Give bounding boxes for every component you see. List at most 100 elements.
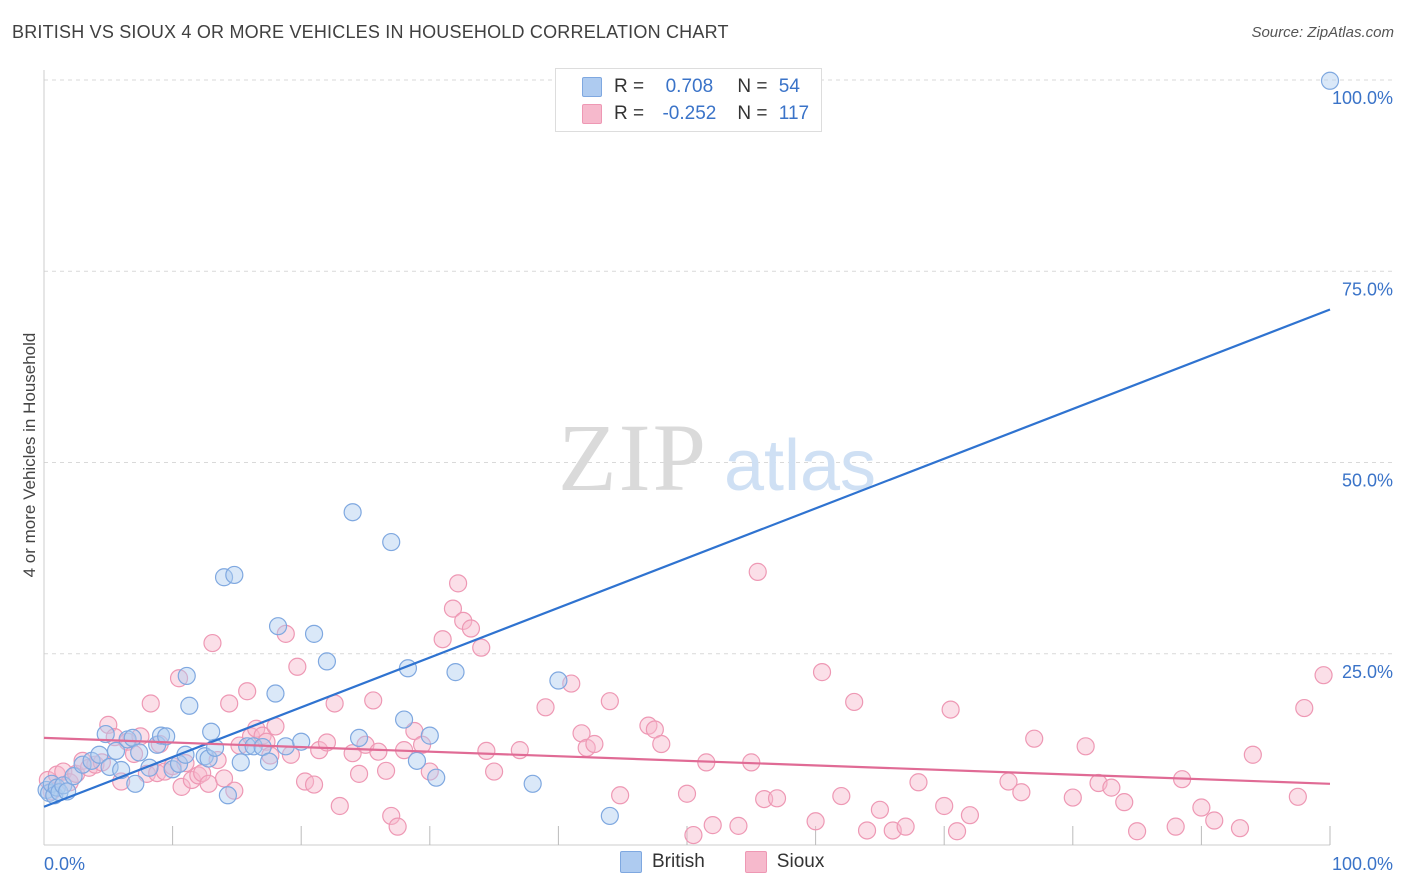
sioux-point <box>611 786 630 805</box>
legend-item-british[interactable]: British <box>620 851 705 873</box>
sioux-point <box>1166 817 1185 836</box>
british-point <box>157 727 176 746</box>
british-point <box>523 774 542 793</box>
british-n-label: N = <box>737 76 768 97</box>
british-point <box>407 751 427 770</box>
sioux-point <box>304 775 324 794</box>
x-tick-label: 0.0% <box>44 854 85 874</box>
axes <box>43 70 1331 846</box>
sioux-point <box>832 786 851 806</box>
watermark-atlas: atlas <box>724 426 876 506</box>
british-point <box>420 726 439 745</box>
british-point <box>446 663 465 682</box>
legend-row-british: R = 0.708 N = 54 <box>556 74 800 100</box>
sioux-point <box>412 735 432 754</box>
sioux-n-value: 117 <box>778 103 810 124</box>
sioux-point <box>684 825 703 845</box>
watermark-zip: ZIP <box>558 404 708 511</box>
sioux-point <box>472 638 491 657</box>
british-point <box>126 774 145 793</box>
sioux-point <box>376 761 396 780</box>
sioux-point <box>214 769 234 788</box>
sioux-point <box>448 574 468 593</box>
sioux-point <box>600 692 619 711</box>
x-tick-label: 100.0% <box>1332 854 1393 874</box>
sioux-point <box>199 774 218 793</box>
sioux-point <box>935 796 954 816</box>
british-point <box>130 743 149 762</box>
british-point <box>268 617 288 636</box>
british-swatch <box>582 77 602 97</box>
watermark: ZIP atlas <box>558 404 876 511</box>
sioux-point <box>755 789 774 809</box>
sioux-point <box>1102 778 1121 797</box>
british-point <box>259 752 279 771</box>
british-trend-line <box>43 308 1331 808</box>
sioux-point <box>536 698 555 717</box>
british-legend-label: British <box>652 851 705 872</box>
british-point <box>382 532 401 552</box>
sioux-point <box>1205 811 1224 830</box>
series-legend: British Sioux <box>620 851 864 873</box>
sioux-r-value: -0.252 <box>662 103 717 124</box>
sioux-point <box>317 733 337 752</box>
sioux-point <box>485 762 504 781</box>
sioux-point <box>845 692 864 712</box>
sioux-point <box>1314 666 1333 685</box>
british-point <box>151 726 171 745</box>
sioux-point <box>1025 729 1044 748</box>
sioux-point <box>225 781 244 800</box>
british-point <box>202 722 221 741</box>
sioux-point <box>1012 783 1031 802</box>
sioux-point <box>960 806 980 825</box>
sioux-point <box>454 611 473 630</box>
y-tick-label: 50.0% <box>1342 471 1393 491</box>
sioux-point <box>677 784 697 803</box>
british-point <box>549 671 568 690</box>
sioux-point <box>141 694 160 713</box>
sioux-point <box>652 734 671 754</box>
tick-labels: 100.0% 75.0% 50.0% 25.0% 0.0% 100.0% <box>44 88 1393 874</box>
british-point <box>73 755 92 774</box>
sioux-point <box>330 796 349 816</box>
y-tick-label: 75.0% <box>1342 279 1393 299</box>
sioux-point <box>1127 822 1147 841</box>
sioux-point <box>896 817 915 836</box>
sioux-point <box>349 764 369 783</box>
sioux-n-label: N = <box>737 103 768 124</box>
sioux-r-label: R = <box>614 103 645 124</box>
sioux-point <box>909 773 928 792</box>
sioux-point <box>288 657 307 676</box>
sioux-point <box>947 822 967 841</box>
british-point <box>600 806 619 826</box>
stats-legend: R = 0.708 N = 54 R = -0.252 N = 117 <box>555 68 822 132</box>
chart-title: BRITISH VS SIOUX 4 OR MORE VEHICLES IN H… <box>12 22 729 42</box>
sioux-point <box>748 562 767 581</box>
sioux-point <box>238 682 257 701</box>
sioux-swatch <box>582 104 602 124</box>
british-point <box>96 724 115 744</box>
sioux-point <box>433 630 452 649</box>
y-axis-label: 4 or more Vehicles in Household <box>20 332 39 578</box>
sioux-point <box>729 816 748 835</box>
british-point <box>100 757 119 777</box>
trend-lines <box>43 308 1331 808</box>
sioux-trend-line <box>43 736 1331 785</box>
sioux-point <box>1288 787 1307 806</box>
sioux-point <box>310 741 329 760</box>
british-point <box>231 753 250 772</box>
british-point <box>343 503 362 522</box>
british-point <box>180 696 199 715</box>
sioux-point <box>172 777 191 796</box>
sioux-point <box>382 806 401 826</box>
legend-item-sioux[interactable]: Sioux <box>744 851 824 873</box>
sioux-point <box>870 800 890 819</box>
sioux-legend-swatch <box>744 851 767 873</box>
british-point <box>394 710 414 729</box>
british-point <box>317 652 337 671</box>
british-point <box>106 741 126 761</box>
gridlines <box>44 79 1395 655</box>
sioux-point <box>812 663 832 682</box>
british-point <box>1320 71 1340 90</box>
sioux-point <box>767 789 787 808</box>
